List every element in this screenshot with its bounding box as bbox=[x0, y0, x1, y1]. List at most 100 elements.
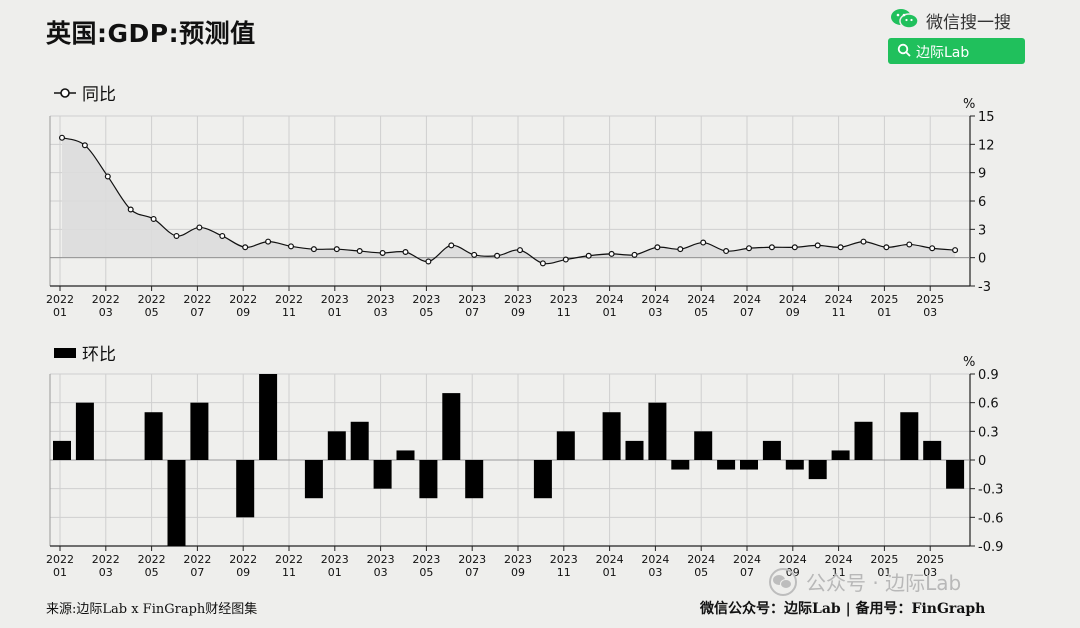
data-point bbox=[883, 244, 890, 251]
x-tick-label-year: 2024 bbox=[733, 553, 761, 566]
x-tick-label-year: 2024 bbox=[687, 553, 715, 566]
x-tick-label-year: 2023 bbox=[367, 293, 395, 306]
x-tick-label-month: 11 bbox=[832, 306, 846, 319]
x-tick-label-month: 09 bbox=[511, 306, 525, 319]
x-tick-label-year: 2023 bbox=[412, 293, 440, 306]
bar bbox=[442, 393, 461, 460]
x-tick-label-year: 2023 bbox=[321, 553, 349, 566]
data-point bbox=[929, 245, 936, 252]
footer-account: 微信公众号：边际Lab | 备用号：FinGraph bbox=[700, 601, 986, 617]
x-tick-label-month: 01 bbox=[53, 566, 67, 579]
bar bbox=[236, 460, 255, 518]
x-tick-label-month: 01 bbox=[328, 566, 342, 579]
bar bbox=[304, 460, 323, 499]
x-tick-label-month: 07 bbox=[190, 566, 204, 579]
legend-line-marker-icon bbox=[54, 87, 76, 98]
x-tick-label-year: 2023 bbox=[504, 293, 532, 306]
data-point bbox=[448, 242, 455, 249]
bar bbox=[625, 440, 644, 460]
data-point bbox=[585, 252, 592, 259]
x-tick-label-year: 2022 bbox=[229, 293, 257, 306]
legend-yoy-label: 同比 bbox=[82, 85, 116, 105]
y-tick-label: -0.9 bbox=[978, 540, 1003, 555]
legend-yoy: 同比 bbox=[54, 80, 116, 105]
bar bbox=[808, 460, 827, 480]
y-tick-label: -0.3 bbox=[978, 483, 1003, 498]
data-point bbox=[288, 243, 295, 250]
weixin-search-button[interactable]: 边际Lab bbox=[888, 38, 1025, 64]
x-tick-label-year: 2025 bbox=[870, 293, 898, 306]
x-tick-label-year: 2023 bbox=[367, 553, 395, 566]
x-tick-label-month: 09 bbox=[236, 566, 250, 579]
bar bbox=[923, 440, 942, 460]
bar bbox=[327, 431, 346, 460]
data-point bbox=[516, 247, 523, 254]
x-tick-label-month: 01 bbox=[603, 306, 617, 319]
y-tick-label: -0.6 bbox=[978, 511, 1003, 526]
x-tick-label-year: 2023 bbox=[412, 553, 440, 566]
x-tick-label-year: 2023 bbox=[504, 553, 532, 566]
y-tick-label: 0 bbox=[978, 454, 986, 469]
data-point bbox=[768, 244, 775, 251]
x-tick-label-month: 03 bbox=[374, 306, 388, 319]
x-tick-label-year: 2023 bbox=[321, 293, 349, 306]
x-tick-label-year: 2022 bbox=[46, 553, 74, 566]
y-tick-label: 0.6 bbox=[978, 397, 999, 412]
data-point bbox=[791, 244, 798, 251]
x-tick-label-month: 11 bbox=[832, 566, 846, 579]
data-point bbox=[402, 249, 409, 256]
weixin-search-label: 微信搜一搜 bbox=[926, 13, 1011, 33]
series-line bbox=[61, 137, 956, 265]
x-tick-label-year: 2024 bbox=[825, 553, 853, 566]
bar bbox=[602, 412, 621, 460]
bar bbox=[648, 402, 667, 460]
x-tick-label-month: 11 bbox=[282, 306, 296, 319]
x-tick-label-month: 01 bbox=[53, 306, 67, 319]
x-tick-label-year: 2023 bbox=[550, 293, 578, 306]
x-tick-label-year: 2022 bbox=[92, 293, 120, 306]
x-tick-label-month: 05 bbox=[694, 566, 708, 579]
x-tick-label-month: 01 bbox=[877, 306, 891, 319]
data-point bbox=[265, 238, 272, 245]
x-tick-label-year: 2023 bbox=[458, 553, 486, 566]
x-tick-label-month: 05 bbox=[694, 306, 708, 319]
y-unit-label: % bbox=[963, 97, 975, 112]
x-tick-label-month: 03 bbox=[99, 306, 113, 319]
bar bbox=[671, 460, 690, 470]
data-point bbox=[356, 248, 363, 255]
x-tick-label-year: 2022 bbox=[46, 293, 74, 306]
data-point bbox=[700, 239, 707, 246]
watermark: 公众号 · 边际Lab bbox=[766, 567, 961, 596]
legend-qoq-label: 环比 bbox=[82, 345, 116, 365]
x-tick-label-month: 03 bbox=[923, 306, 937, 319]
x-tick-label-year: 2022 bbox=[183, 293, 211, 306]
y-tick-label: 12 bbox=[978, 138, 995, 153]
x-tick-label-month: 03 bbox=[923, 566, 937, 579]
bar bbox=[831, 450, 850, 460]
x-tick-label-month: 05 bbox=[419, 566, 433, 579]
x-tick-label-year: 2023 bbox=[458, 293, 486, 306]
x-tick-label-month: 09 bbox=[511, 566, 525, 579]
x-tick-label-year: 2024 bbox=[596, 553, 624, 566]
wechat-logo-icon bbox=[891, 9, 919, 29]
bar bbox=[167, 460, 186, 546]
x-tick-label-year: 2022 bbox=[275, 293, 303, 306]
bar bbox=[946, 460, 965, 489]
bar bbox=[53, 440, 71, 460]
bar bbox=[900, 412, 919, 460]
x-tick-label-year: 2022 bbox=[229, 553, 257, 566]
data-point bbox=[906, 241, 913, 248]
data-point bbox=[104, 173, 111, 180]
y-tick-label: 6 bbox=[978, 195, 986, 210]
y-tick-label: 0 bbox=[978, 252, 986, 267]
bar bbox=[854, 421, 873, 460]
search-icon bbox=[897, 43, 911, 57]
data-point bbox=[379, 249, 386, 256]
y-tick-label: -3 bbox=[978, 280, 991, 295]
y-tick-label: 0.3 bbox=[978, 425, 999, 440]
data-point bbox=[952, 247, 959, 254]
chart-panel-1: 0.90.60.30-0.3-0.6-0.9%20220120220320220… bbox=[46, 355, 1003, 579]
data-point bbox=[631, 251, 638, 258]
data-point bbox=[333, 246, 340, 253]
